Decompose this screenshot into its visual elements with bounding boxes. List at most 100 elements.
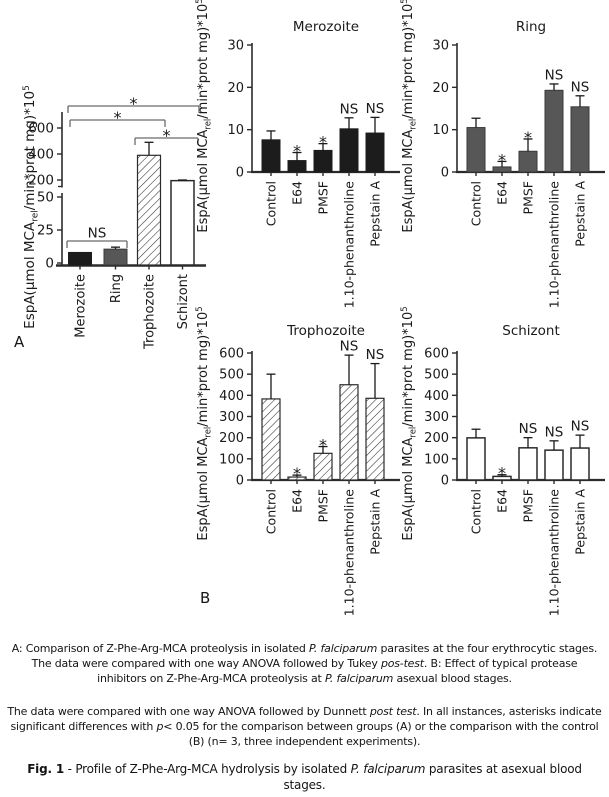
significance-label: *: [498, 464, 506, 483]
x-category-label: Merozoite: [74, 274, 89, 338]
x-category-label: Control: [264, 489, 279, 534]
y-tick-label: 10: [227, 123, 244, 138]
bar: [68, 251, 92, 266]
bar: [518, 150, 538, 173]
comparison-bracket: *: [67, 94, 200, 113]
x-category-label: Schizont: [176, 274, 191, 329]
significance-label: NS: [571, 419, 590, 435]
bar: [287, 160, 307, 173]
y-tick-label: 0: [441, 474, 449, 489]
y-tick-label: 500: [219, 368, 244, 383]
significance-label: NS: [571, 79, 590, 95]
caption-block: A: Comparison of Z-Phe-Arg-MCA proteolys…: [0, 641, 609, 793]
x-category-label: Pepstain A: [368, 489, 383, 555]
x-category-label: E64: [495, 181, 510, 205]
comparison-bracket: NS: [66, 226, 128, 248]
y-axis-label: EspA(μmol MCArel/min*prot mg)*105: [22, 85, 41, 329]
x-category-label: PMSF: [316, 489, 331, 522]
y-tick-label: 30: [432, 39, 449, 54]
significance-label: NS: [340, 339, 359, 355]
y-tick-label: 500: [424, 368, 449, 383]
x-category-label: PMSF: [316, 181, 331, 214]
significance-label: NS: [366, 101, 385, 117]
x-category-label: E64: [290, 489, 305, 513]
y-axis-label: EspA(μmol MCArel/min*prot mg)*105: [195, 0, 214, 233]
caption-methods-ab: A: Comparison of Z-Phe-Arg-MCA proteolys…: [11, 642, 598, 685]
bar: [365, 397, 385, 481]
bar: [261, 139, 281, 173]
y-tick-label: 100: [424, 452, 449, 467]
y-tick-label: 200: [424, 431, 449, 446]
y-tick-label: 0: [236, 166, 244, 181]
significance-label: *: [498, 150, 506, 169]
y-axis-label: EspA(μmol MCArel/min*prot mg)*105: [400, 0, 419, 233]
panel-a-stages-chart: 200 400 600 0 25 50 Merozoite Ring Trophozoite Sc…: [22, 85, 206, 350]
y-tick-label: 100: [219, 452, 244, 467]
significance-label: NS: [88, 226, 107, 242]
y-axis-label: EspA(μmol MCArel/min*prot mg)*105: [400, 306, 419, 540]
bar: [518, 447, 538, 481]
significance-label: *: [114, 108, 122, 127]
x-category-label: 1.10-phenanthroline: [547, 489, 562, 617]
x-category-label: Pepstain A: [368, 181, 383, 247]
y-tick-label: 400: [424, 389, 449, 404]
x-category-label: E64: [290, 181, 305, 205]
x-category-label: Control: [264, 181, 279, 226]
y-tick-label: 30: [227, 39, 244, 54]
x-category-label: Control: [469, 489, 484, 534]
x-category-label: PMSF: [521, 489, 536, 522]
y-tick-label: 300: [219, 410, 244, 425]
x-category-label: Pepstain A: [573, 489, 588, 555]
bar: [570, 106, 590, 173]
panel-b-trophozoite-chart: 0 100 200 300 400 500 600 Control * E64 * PMSF NS 1.1…: [195, 306, 400, 617]
y-tick-label: 20: [432, 81, 449, 96]
y-tick-label: 600: [424, 347, 449, 362]
y-tick-label: 400: [28, 147, 54, 163]
bar: [544, 449, 564, 481]
figure-caption: Fig. 1 - Profile of Z-Phe-Arg-MCA hydrol…: [27, 762, 582, 792]
significance-label: NS: [366, 347, 385, 363]
panel-b-label: B: [200, 589, 211, 607]
x-category-label: PMSF: [521, 181, 536, 214]
y-tick-label: 50: [37, 190, 54, 206]
bar: [313, 452, 333, 481]
chart-title: Ring: [516, 19, 546, 35]
significance-label: *: [293, 464, 301, 483]
x-category-label: 1.10-phenanthroline: [342, 489, 357, 617]
y-tick-label: 20: [227, 81, 244, 96]
chart-title: Merozoite: [293, 19, 359, 35]
y-tick-label: 400: [219, 389, 244, 404]
x-category-label: 1.10-phenanthroline: [342, 181, 357, 309]
bar: [466, 437, 486, 481]
significance-label: *: [524, 128, 532, 147]
significance-label: NS: [340, 101, 359, 117]
y-tick-label: 200: [28, 173, 54, 189]
bar: [544, 89, 564, 173]
x-category-label: Trophozoite: [143, 274, 158, 350]
y-tick-label: 0: [45, 256, 54, 272]
panel-b-merozoite-chart: 0 10 20 30 Control * E64 * PMSF NS 1.10-phenanthro…: [195, 0, 400, 309]
y-tick-label: 25: [37, 223, 54, 239]
y-tick-label: 600: [28, 121, 54, 137]
bar: [261, 398, 281, 481]
panel-b-schizont-chart: 0 100 200 300 400 500 600 Control * E64 NS PMSF NS 1.…: [400, 306, 605, 617]
significance-label: *: [130, 94, 138, 113]
y-tick-label: 600: [219, 347, 244, 362]
y-axis-label: EspA(μmol MCArel/min*prot mg)*105: [195, 306, 214, 540]
x-category-label: E64: [495, 489, 510, 513]
y-tick-label: 10: [432, 123, 449, 138]
x-category-label: Control: [469, 181, 484, 226]
bar: [103, 248, 128, 266]
significance-label: *: [319, 133, 327, 152]
panel-a-label: A: [14, 333, 25, 351]
bar: [466, 127, 486, 173]
significance-label: *: [319, 436, 327, 455]
bar: [136, 154, 162, 266]
caption-statistics: The data were compared with one way ANOV…: [7, 705, 602, 748]
chart-title: Schizont: [502, 323, 560, 339]
x-category-label: Pepstain A: [573, 181, 588, 247]
comparison-bracket: *: [134, 126, 199, 145]
x-category-label: Ring: [109, 274, 124, 303]
significance-label: NS: [545, 424, 564, 440]
